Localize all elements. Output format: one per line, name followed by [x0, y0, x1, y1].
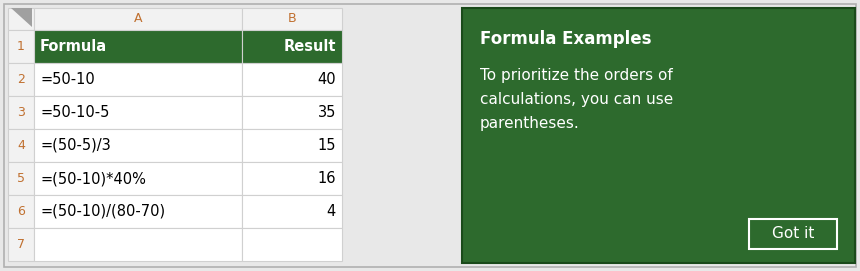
Bar [34, 63, 242, 96]
Bar [8, 228, 34, 261]
Text: B: B [288, 12, 297, 25]
Text: 5: 5 [17, 172, 25, 185]
Bar [242, 129, 342, 162]
Text: 4: 4 [17, 139, 25, 152]
Text: Formula: Formula [40, 39, 108, 54]
Bar [8, 195, 34, 228]
Bar [462, 8, 855, 263]
Bar [8, 162, 34, 195]
Bar [242, 30, 342, 63]
Bar [242, 8, 342, 30]
Bar [242, 96, 342, 129]
Bar [34, 30, 242, 63]
Text: =50-10: =50-10 [40, 72, 95, 87]
Bar [34, 96, 242, 129]
Text: To prioritize the orders of: To prioritize the orders of [480, 68, 673, 83]
Bar [8, 63, 34, 96]
Bar [242, 228, 342, 261]
Bar [34, 129, 242, 162]
Text: 35: 35 [317, 105, 336, 120]
Text: 16: 16 [317, 171, 336, 186]
Text: calculations, you can use: calculations, you can use [480, 92, 673, 107]
Text: Result: Result [284, 39, 336, 54]
Text: 40: 40 [317, 72, 336, 87]
Text: 1: 1 [17, 40, 25, 53]
Text: 4: 4 [327, 204, 336, 219]
Bar [34, 195, 242, 228]
Text: Formula Examples: Formula Examples [480, 30, 652, 48]
Bar [8, 30, 34, 63]
Text: Got it: Got it [771, 227, 814, 241]
Text: =50-10-5: =50-10-5 [40, 105, 109, 120]
Bar [8, 96, 34, 129]
Text: 3: 3 [17, 106, 25, 119]
Text: =(50-10)/(80-70): =(50-10)/(80-70) [40, 204, 165, 219]
Text: 7: 7 [17, 238, 25, 251]
Text: =(50-5)/3: =(50-5)/3 [40, 138, 111, 153]
Text: parentheses.: parentheses. [480, 116, 580, 131]
Bar [34, 228, 242, 261]
Bar [8, 8, 34, 30]
Bar [242, 63, 342, 96]
Bar [242, 195, 342, 228]
Text: 6: 6 [17, 205, 25, 218]
Polygon shape [11, 8, 32, 27]
Text: 2: 2 [17, 73, 25, 86]
Bar [749, 219, 837, 249]
Bar [34, 8, 242, 30]
Bar [8, 129, 34, 162]
Bar [8, 8, 342, 261]
Text: A: A [134, 12, 142, 25]
Bar [242, 162, 342, 195]
Text: 15: 15 [317, 138, 336, 153]
Text: =(50-10)*40%: =(50-10)*40% [40, 171, 146, 186]
Bar [34, 162, 242, 195]
